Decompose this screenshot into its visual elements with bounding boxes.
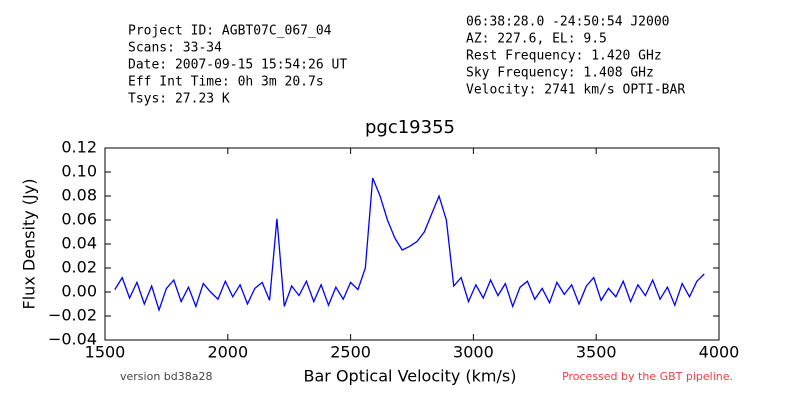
header-line: Project ID: AGBT07C_067_04 [128,24,332,39]
y-tick-label: 0.00 [61,282,97,301]
x-tick-label: 3000 [453,343,494,362]
header-line: Sky Frequency: 1.408 GHz [466,66,654,81]
x-tick-label: 3500 [576,343,617,362]
x-tick-label: 2500 [330,343,371,362]
y-tick-label: 0.06 [61,210,97,229]
header-line: Eff Int Time: 0h 3m 20.7s [128,75,324,90]
x-tick-label: 1500 [85,343,126,362]
y-tick-label: −0.04 [48,330,97,349]
x-axis-label: Bar Optical Velocity (km/s) [304,367,517,386]
chart-title: pgc19355 [365,117,455,138]
pipeline-note: Processed by the GBT pipeline. [562,370,733,383]
header-line: 06:38:28.0 -24:50:54 J2000 [466,15,670,30]
header-line: AZ: 227.6, EL: 9.5 [466,32,607,47]
header-line: Scans: 33-34 [128,41,222,56]
plot-frame [104,147,720,341]
header-line: Rest Frequency: 1.420 GHz [466,49,662,64]
y-axis-label: Flux Density (Jy) [20,179,39,310]
y-tick-label: 0.10 [61,162,97,181]
y-tick-label: 0.12 [61,138,97,157]
header-line: Tsys: 27.23 K [128,92,230,107]
y-tick-label: 0.02 [61,258,97,277]
y-tick-label: −0.02 [48,306,97,325]
version-note: version bd38a28 [120,370,213,383]
x-tick-label: 2000 [207,343,248,362]
y-tick-label: 0.08 [61,186,97,205]
y-tick-label: 0.04 [61,234,97,253]
header-line: Velocity: 2741 km/s OPTI-BAR [466,83,685,98]
header-line: Date: 2007-09-15 15:54:26 UT [128,58,347,73]
x-tick-label: 4000 [699,343,740,362]
spectrum-line [114,177,705,313]
